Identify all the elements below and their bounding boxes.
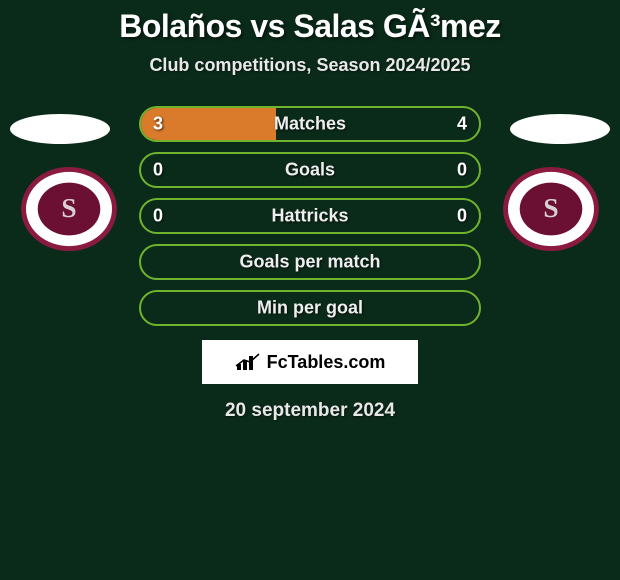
stat-value-left: 3 (153, 114, 163, 135)
stat-bar: Min per goal (139, 290, 481, 326)
stat-label: Goals (285, 160, 335, 181)
stat-bar: 0 0 Hattricks (139, 198, 481, 234)
left-club-badge: S (20, 166, 118, 252)
logo-text: FcTables.com (267, 352, 386, 373)
content-area: S S 3 4 Matches 0 0 Goals 0 0 Hattricks Goals per… (0, 106, 620, 422)
stat-value-left: 0 (153, 206, 163, 227)
right-club-badge: S (502, 166, 600, 252)
svg-text:S: S (543, 193, 558, 223)
stat-value-right: 0 (457, 160, 467, 181)
subtitle: Club competitions, Season 2024/2025 (0, 55, 620, 76)
stat-label: Hattricks (271, 206, 348, 227)
source-logo: FcTables.com (202, 340, 418, 384)
comparison-card: Bolaños vs Salas GÃ³mez Club competition… (0, 0, 620, 422)
stat-bar: Goals per match (139, 244, 481, 280)
stat-bar: 3 4 Matches (139, 106, 481, 142)
stat-value-right: 4 (457, 114, 467, 135)
stat-label: Min per goal (257, 298, 363, 319)
right-flag-ellipse (510, 114, 610, 144)
page-title: Bolaños vs Salas GÃ³mez (0, 8, 620, 45)
stat-value-right: 0 (457, 206, 467, 227)
date-label: 20 september 2024 (0, 400, 620, 422)
stat-label: Matches (274, 114, 346, 135)
svg-text:S: S (61, 193, 76, 223)
stat-bars: 3 4 Matches 0 0 Goals 0 0 Hattricks Goals per mat… (139, 106, 481, 326)
stat-value-left: 0 (153, 160, 163, 181)
left-flag-ellipse (10, 114, 110, 144)
stat-bar: 0 0 Goals (139, 152, 481, 188)
stat-label: Goals per match (239, 252, 380, 273)
chart-icon (235, 352, 261, 372)
